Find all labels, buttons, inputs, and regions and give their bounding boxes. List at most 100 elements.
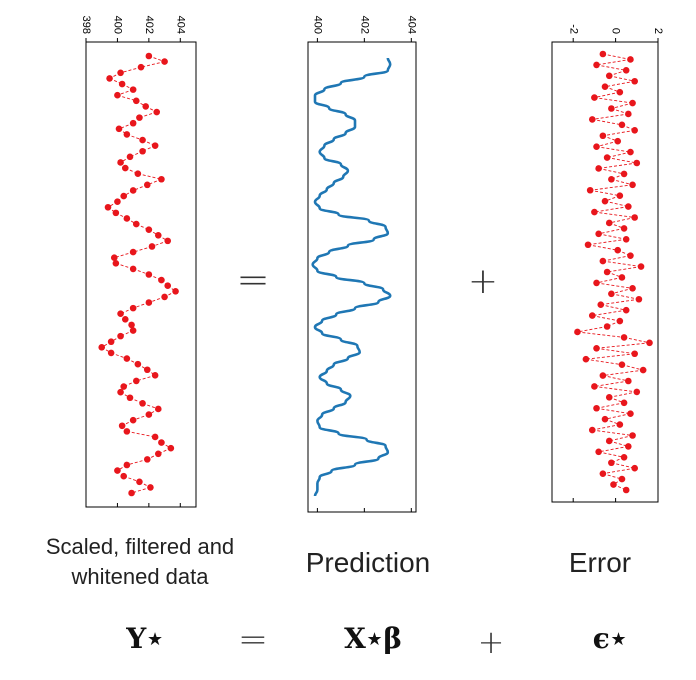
error-connector: [621, 364, 644, 371]
error-connector: [596, 277, 623, 284]
data-point: [110, 254, 118, 261]
error-tick-label: -2: [567, 24, 579, 34]
data-point: [121, 316, 129, 323]
equation-lhs: Y⋆: [126, 622, 164, 655]
error-point: [646, 339, 653, 347]
data-point: [172, 288, 179, 295]
error-point: [631, 77, 638, 85]
data-point: [120, 192, 128, 200]
error-connector: [596, 347, 635, 355]
data-caption-line1: Scaled, filtered and: [45, 534, 235, 559]
error-point: [582, 355, 590, 363]
data-point: [139, 136, 146, 144]
error-connector: [602, 369, 644, 376]
data-point: [121, 164, 129, 172]
data-point: [115, 125, 123, 133]
data-point: [120, 383, 128, 390]
data-point: [114, 198, 121, 205]
equals-operator: =: [236, 257, 270, 303]
error-point: [631, 350, 638, 358]
error-point: [635, 295, 643, 303]
data-point: [129, 265, 137, 273]
data-point: [132, 377, 140, 385]
data-point: [136, 478, 143, 486]
error-connector: [598, 451, 625, 458]
data-point: [161, 58, 168, 65]
error-point: [614, 246, 622, 254]
error-point: [616, 421, 624, 428]
error-point: [601, 197, 609, 205]
equation-prediction: X⋆β: [344, 622, 402, 655]
error-point: [618, 361, 626, 368]
error-point: [622, 306, 630, 314]
error-connector: [598, 445, 629, 453]
error-connector: [609, 435, 633, 442]
error-connector: [594, 386, 637, 393]
error-connector: [598, 227, 625, 235]
data-point: [114, 91, 121, 99]
data-point: [151, 142, 159, 149]
error-connector: [611, 293, 640, 300]
error-point: [620, 454, 628, 461]
error-connector: [607, 266, 642, 273]
error-connector: [594, 97, 633, 104]
prediction-panel: 400 402 404: [307, 16, 417, 513]
data-point: [143, 456, 151, 463]
data-point: [143, 366, 151, 374]
error-connector: [611, 178, 633, 186]
error-connector: [592, 309, 627, 317]
error-connector: [592, 424, 620, 431]
data-point: [154, 405, 162, 413]
error-connector: [596, 402, 625, 409]
data-point: [154, 450, 162, 458]
error-connector: [577, 326, 608, 333]
error-tick-label: 0: [610, 28, 622, 34]
error-point: [599, 372, 607, 379]
equation-plus: +: [477, 623, 505, 661]
error-point: [608, 459, 615, 467]
equation-equals: =: [237, 619, 269, 660]
error-point: [588, 116, 596, 123]
data-point: [128, 321, 135, 329]
data-point: [158, 439, 165, 446]
data-point: [126, 153, 134, 161]
data-point: [154, 231, 162, 239]
error-point: [618, 274, 626, 281]
error-connector: [607, 151, 631, 158]
data-point: [114, 467, 121, 474]
prediction-panel-ticks: 400 402 404: [311, 16, 417, 512]
error-caption: Error: [568, 547, 632, 578]
error-tick-label: 2: [652, 28, 664, 34]
error-point: [595, 165, 602, 172]
error-point: [610, 481, 617, 488]
error-connector: [596, 59, 631, 66]
prediction-panel-frame: [307, 41, 417, 513]
error-point: [622, 486, 630, 494]
error-point: [597, 301, 605, 309]
error-panel-ticks: -2 0 2: [567, 24, 664, 502]
error-connector: [604, 200, 629, 208]
error-point: [639, 366, 647, 374]
error-point: [591, 383, 598, 390]
error-point: [608, 105, 615, 112]
error-connector: [609, 217, 635, 224]
data-point: [123, 215, 131, 222]
data-panel-ticks: 398 400 402 404: [80, 16, 186, 507]
error-connector: [607, 157, 637, 164]
error-point: [601, 415, 609, 423]
error-connector: [590, 184, 633, 191]
data-point: [134, 360, 142, 368]
error-point: [605, 437, 613, 445]
data-point: [145, 271, 153, 278]
error-point: [591, 208, 598, 216]
data-point: [139, 147, 146, 155]
error-point: [618, 121, 626, 129]
data-point: [145, 52, 153, 60]
error-point: [608, 176, 615, 183]
error-connector: [592, 315, 620, 322]
error-connector: [596, 140, 618, 148]
error-point: [627, 56, 634, 63]
data-point: [112, 259, 120, 267]
error-connector: [611, 287, 633, 295]
error-connector: [602, 53, 631, 60]
